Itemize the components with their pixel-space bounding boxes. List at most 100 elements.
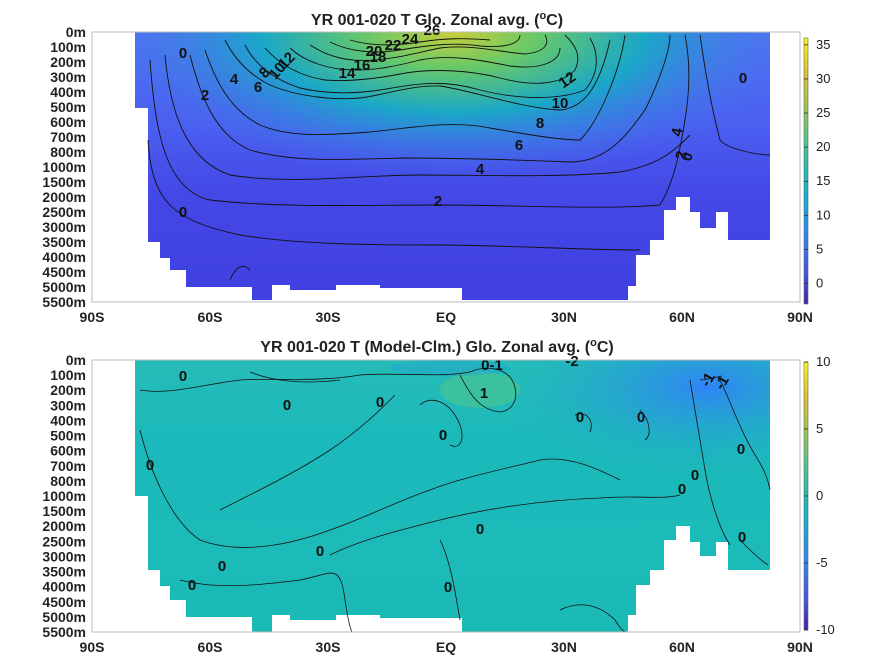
chart-1-contour-label: 4	[476, 161, 485, 178]
chart-2-y-tick-label: 1000m	[42, 488, 86, 504]
chart-2-x-tick-label: EQ	[436, 639, 456, 655]
chart-2-y-tick-label: 100m	[50, 367, 86, 383]
chart-1-contour-label: 12	[556, 69, 579, 92]
chart-1-y-tick-label: 4000m	[42, 249, 86, 265]
chart-1-contour-label: 4	[668, 126, 686, 138]
chart-2-y-tick-label: 500m	[50, 428, 86, 444]
chart-2-contour-label: 0	[678, 481, 686, 498]
chart-2-contour-label: 0	[376, 394, 384, 411]
chart-1-y-tick-label: 200m	[50, 54, 86, 70]
chart-1-contour-label: 20	[366, 43, 383, 60]
chart-2-y-tick-label: 2500m	[42, 533, 86, 549]
chart-1-colorbar: 35 30 25 20 15 10 5 0	[803, 37, 830, 305]
chart-1-contour-label: 2	[201, 87, 209, 104]
chart-1-colorbar-tick-label: 25	[816, 105, 830, 120]
chart-2-axes-frame	[91, 359, 801, 633]
chart-2-contour-label: 0	[146, 457, 154, 474]
chart-2-colorbar-tick-label: -10	[816, 622, 835, 637]
chart-1-y-tick-label: 500m	[50, 99, 86, 115]
chart-1-contour-label: 0	[179, 204, 187, 221]
chart-2-x-tick-label: 60N	[669, 639, 695, 655]
chart-1-x-tick-label: 90S	[80, 309, 105, 325]
chart-2-y-tick-label: 2000m	[42, 518, 86, 534]
chart-1-x-tick-label: 90N	[787, 309, 813, 325]
chart-1-x-tick-label: 30N	[551, 309, 577, 325]
chart-2-colorbar-tick-label: -5	[816, 555, 828, 570]
chart-2-y-tick-label: 700m	[50, 458, 86, 474]
chart-2-contour-label: 0	[439, 427, 447, 444]
chart-1-y-tick-label: 2000m	[42, 189, 86, 205]
chart-1-colorbar-tick-label: 30	[816, 71, 830, 86]
chart-2-title: YR 001-020 T (Model-Clm.) Glo. Zonal avg…	[260, 337, 613, 356]
chart-1-colorbar-tick-label: 0	[816, 276, 823, 291]
chart-1-colorbar-tick-label: 15	[816, 173, 830, 188]
chart-2-contour-label: 0	[637, 409, 645, 426]
chart-1-y-tick-label: 300m	[50, 69, 86, 85]
chart-2-y-tick-label: 1500m	[42, 503, 86, 519]
chart-1-title: YR 001-020 T Glo. Zonal avg. (oC)	[311, 10, 563, 29]
chart-2-contour-label: 1	[480, 385, 488, 402]
chart-2-colorbar: 10 5 0 -5 -10	[803, 354, 835, 637]
chart-2-contour-label: -2	[565, 353, 578, 370]
chart-1-contour-label: 26	[424, 22, 441, 39]
chart-2-y-tick-label: 400m	[50, 412, 86, 428]
chart-2-y-tick-label: 3500m	[42, 564, 86, 580]
chart-2-contour-label: 0	[188, 577, 196, 594]
chart-1-contour-label: 22	[385, 37, 402, 54]
chart-1-y-tick-label: 3500m	[42, 234, 86, 250]
chart-1-axes-frame	[91, 31, 801, 303]
chart-2-y-tick-label: 4500m	[42, 594, 86, 610]
chart-1-y-tick-label: 4500m	[42, 264, 86, 280]
chart-1-contour-label: 6	[515, 137, 523, 154]
chart-1-x-tick-label: 60N	[669, 309, 695, 325]
chart-1-contour-label: 4	[230, 71, 239, 88]
chart-2-contour-label: 0	[283, 397, 291, 414]
chart-2-x-tick-label: 90N	[787, 639, 813, 655]
chart-2-contour-label: 0	[218, 558, 226, 575]
chart-2-y-tick-label: 200m	[50, 382, 86, 398]
chart-1-contour-label: 18	[370, 49, 387, 66]
chart-1-y-tick-label: 5000m	[42, 279, 86, 295]
chart-1-colorbar-tick-label: 20	[816, 139, 830, 154]
chart-1-y-tick-label: 800m	[50, 144, 86, 160]
chart-1-contour-label: 24	[402, 31, 419, 48]
chart-2-x-tick-label: 90S	[80, 639, 105, 655]
chart-2-y-tick-label: 600m	[50, 443, 86, 459]
chart-1-contour-label: 6	[254, 79, 262, 96]
chart-2-contour-label: 0	[179, 368, 187, 385]
chart-1-contour-label: 0	[179, 45, 187, 62]
chart-1-y-tick-label: 0m	[66, 24, 86, 40]
chart-1-x-tick-label: 60S	[198, 309, 223, 325]
chart-2-y-tick-label: 5500m	[42, 624, 86, 640]
chart-2: YR 001-020 T (Model-Clm.) Glo. Zonal avg…	[42, 337, 834, 655]
chart-2-x-tick-label: 30S	[316, 639, 341, 655]
chart-1-contour-label: 0	[739, 70, 747, 87]
chart-2-contour-label: 0	[691, 467, 699, 484]
chart-1-colorbar-tick-label: 10	[816, 207, 830, 222]
chart-1-y-tick-label: 1000m	[42, 159, 86, 175]
chart-2-y-tick-label: 4000m	[42, 579, 86, 595]
chart-2-y-tick-label: 5000m	[42, 609, 86, 625]
chart-2-y-tick-label: 3000m	[42, 548, 86, 564]
chart-2-contour-label: 0	[737, 441, 745, 458]
chart-2-y-tick-label: 300m	[50, 397, 86, 413]
chart-1-x-tick-label: EQ	[436, 309, 456, 325]
chart-2-contour-label: 0	[476, 521, 484, 538]
chart-1-contour-label: 14	[339, 65, 356, 82]
chart-1-y-tick-label: 5500m	[42, 294, 86, 310]
chart-1-y-tick-label: 600m	[50, 114, 86, 130]
chart-2-contour-label: 0	[576, 409, 584, 426]
chart-2-y-tick-label: 0m	[66, 352, 86, 368]
chart-2-y-tick-label: 800m	[50, 473, 86, 489]
chart-2-contour-label: 0	[444, 579, 452, 596]
chart-2-contour-label: 0	[738, 529, 746, 546]
chart-1-colorbar-tick-label: 35	[816, 37, 830, 52]
chart-1-contour-label: 8	[536, 115, 544, 132]
chart-1: YR 001-020 T Glo. Zonal avg. (oC)	[42, 10, 830, 325]
chart-1-y-tick-label: 3000m	[42, 219, 86, 235]
chart-1-contour-label: 16	[354, 57, 371, 74]
chart-1-contour-label: 2	[434, 193, 442, 210]
chart-1-contour-label: 2	[672, 150, 690, 161]
chart-2-contour-label: 0	[316, 543, 324, 560]
